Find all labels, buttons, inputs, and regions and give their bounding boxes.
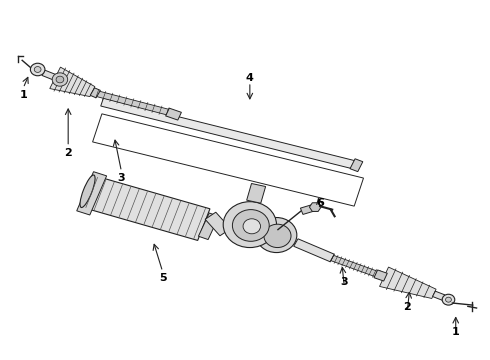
- Circle shape: [264, 224, 291, 248]
- Polygon shape: [350, 159, 363, 172]
- Polygon shape: [205, 212, 231, 236]
- Polygon shape: [300, 205, 314, 215]
- Polygon shape: [42, 70, 57, 81]
- Text: 5: 5: [159, 273, 167, 283]
- Circle shape: [52, 73, 68, 86]
- Text: 3: 3: [118, 173, 125, 183]
- Circle shape: [256, 217, 297, 253]
- Text: 6: 6: [316, 198, 324, 208]
- Circle shape: [243, 219, 261, 234]
- Polygon shape: [374, 270, 387, 281]
- Polygon shape: [77, 172, 107, 215]
- Polygon shape: [246, 184, 266, 203]
- Circle shape: [445, 297, 451, 302]
- Polygon shape: [331, 255, 380, 277]
- Polygon shape: [294, 239, 334, 262]
- Circle shape: [232, 210, 269, 241]
- Circle shape: [442, 294, 455, 305]
- Polygon shape: [101, 98, 358, 170]
- Polygon shape: [166, 108, 181, 120]
- Polygon shape: [50, 67, 95, 96]
- Polygon shape: [81, 175, 210, 240]
- Circle shape: [30, 63, 45, 76]
- Circle shape: [56, 76, 64, 83]
- Text: 3: 3: [341, 277, 348, 287]
- Text: 4: 4: [246, 73, 254, 83]
- Polygon shape: [96, 91, 169, 115]
- Circle shape: [223, 202, 276, 248]
- Polygon shape: [309, 203, 321, 211]
- Ellipse shape: [80, 175, 95, 207]
- Text: 2: 2: [64, 148, 72, 158]
- Circle shape: [34, 67, 41, 72]
- Text: 1: 1: [452, 327, 460, 337]
- Polygon shape: [198, 213, 219, 239]
- Polygon shape: [433, 291, 445, 300]
- Text: 2: 2: [403, 302, 411, 312]
- Text: 1: 1: [19, 90, 27, 99]
- Polygon shape: [380, 267, 436, 298]
- Polygon shape: [90, 88, 100, 98]
